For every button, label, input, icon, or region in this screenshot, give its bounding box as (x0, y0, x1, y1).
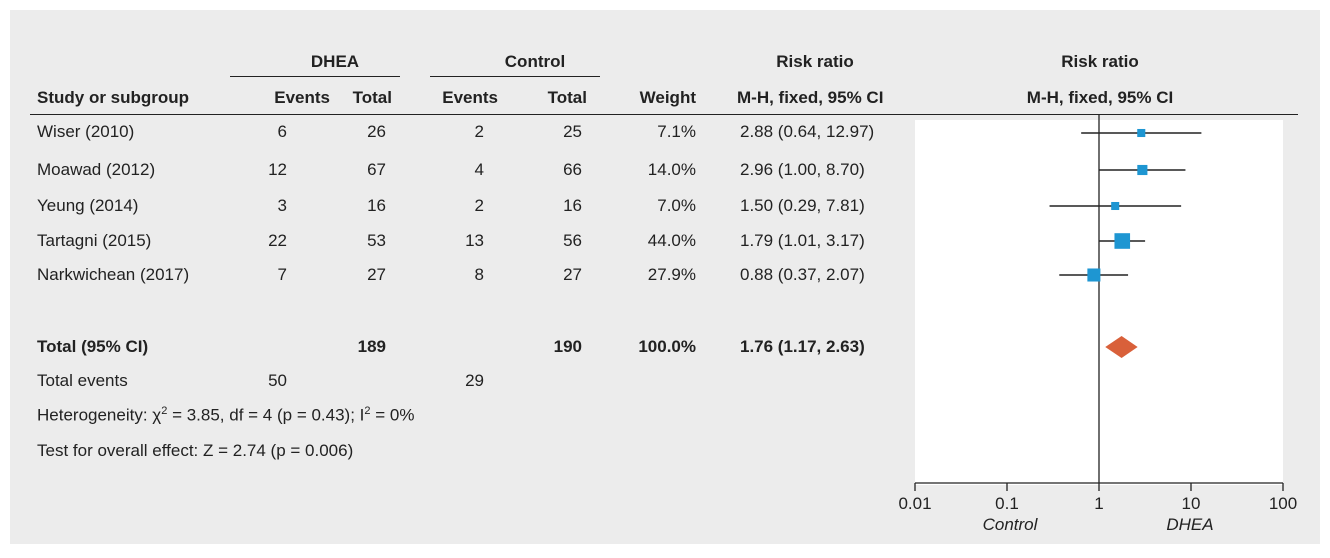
study-risk-ratio: 1.50 (0.29, 7.81) (740, 196, 865, 215)
study-name: Yeung (2014) (37, 196, 139, 215)
dhea-events-sum: 50 (268, 371, 287, 390)
group1-header: DHEA (310, 52, 360, 71)
total2-header: Total (547, 88, 587, 107)
control-events: 2 (474, 196, 484, 215)
weight-header: Weight (639, 88, 696, 107)
plot-area (915, 120, 1283, 485)
control-total-sum: 190 (553, 337, 582, 356)
study-weight: 7.1% (657, 122, 696, 141)
dhea-events: 7 (277, 265, 287, 284)
total-events-label: Total events (37, 371, 128, 390)
total-risk-ratio: 1.76 (1.17, 2.63) (740, 337, 865, 356)
group1-underline (230, 76, 400, 77)
study-column-header: Study or subgroup (37, 88, 190, 107)
favours-control-label: Control (982, 515, 1038, 534)
heterogeneity-mid: = 3.85, df = 4 (p = 0.43); I (167, 405, 365, 425)
study-name: Narkwichean (2017) (37, 265, 190, 284)
method-header: M-H, fixed, 95% CI (737, 88, 884, 107)
total-label: Total (95% CI) (37, 337, 149, 356)
heterogeneity-prefix: Heterogeneity: χ (37, 405, 162, 425)
risk-ratio-plot-header: Risk ratio (1061, 52, 1139, 71)
i-exponent: 2 (364, 405, 371, 417)
favours-dhea-label: DHEA (1166, 515, 1214, 534)
dhea-total: 26 (367, 122, 386, 141)
dhea-total: 67 (367, 160, 386, 179)
overall-effect-text: Test for overall effect: Z = 2.74 (p = 0… (37, 441, 354, 460)
control-total: 27 (563, 265, 582, 284)
group2-header: Control (504, 52, 566, 71)
header-rule (30, 114, 1298, 115)
dhea-events: 6 (277, 122, 287, 141)
study-weight: 44.0% (647, 231, 696, 250)
risk-ratio-header: Risk ratio (776, 52, 854, 71)
total1-header: Total (352, 88, 392, 107)
heterogeneity-suffix: = 0% (370, 405, 415, 425)
control-total: 16 (563, 196, 582, 215)
study-name: Moawad (2012) (37, 160, 156, 179)
study-risk-ratio: 1.79 (1.01, 3.17) (740, 231, 865, 250)
control-events-sum: 29 (465, 371, 484, 390)
control-events: 4 (474, 160, 484, 179)
study-weight: 27.9% (647, 265, 696, 284)
dhea-events: 22 (268, 231, 287, 250)
control-events: 13 (465, 231, 484, 250)
dhea-total: 16 (367, 196, 386, 215)
study-risk-ratio: 0.88 (0.37, 2.07) (740, 265, 865, 284)
control-events: 8 (474, 265, 484, 284)
study-name: Tartagni (2015) (37, 231, 152, 250)
control-total: 25 (563, 122, 582, 141)
study-risk-ratio: 2.96 (1.00, 8.70) (740, 160, 865, 179)
dhea-events: 3 (277, 196, 287, 215)
chi-exponent: 2 (161, 405, 168, 417)
group2-underline (430, 76, 600, 77)
dhea-total: 53 (367, 231, 386, 250)
control-events: 2 (474, 122, 484, 141)
total-weight: 100.0% (638, 337, 696, 356)
control-total: 56 (563, 231, 582, 250)
heterogeneity-text: Heterogeneity: χ2 = 3.85, df = 4 (p = 0.… (37, 405, 414, 426)
dhea-total: 27 (367, 265, 386, 284)
dhea-total-sum: 189 (357, 337, 386, 356)
events2-header: Events (442, 88, 498, 107)
dhea-events: 12 (268, 160, 287, 179)
study-risk-ratio: 2.88 (0.64, 12.97) (740, 122, 875, 141)
study-weight: 7.0% (657, 196, 696, 215)
method-plot-header: M-H, fixed, 95% CI (1026, 88, 1174, 107)
study-name: Wiser (2010) (37, 122, 135, 141)
events1-header: Events (274, 88, 330, 107)
control-total: 66 (563, 160, 582, 179)
study-weight: 14.0% (647, 160, 696, 179)
